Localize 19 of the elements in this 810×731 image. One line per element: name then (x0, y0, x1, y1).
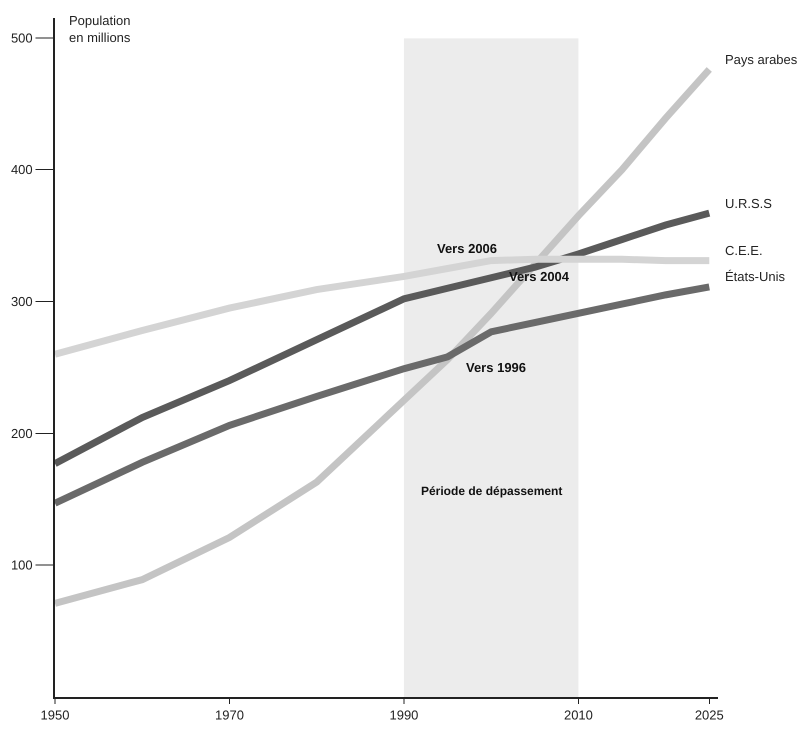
x-tick-label: 1970 (215, 707, 244, 722)
annotation: Vers 2004 (509, 269, 570, 284)
y-axis-title: Population en millions (69, 13, 131, 45)
x-tick-label: 1990 (389, 707, 418, 722)
series-label: États-Unis (725, 269, 786, 284)
band-label: Période de dépassement (421, 484, 562, 498)
y-tick-label: 500 (10, 30, 33, 46)
series-label: U.R.S.S (725, 196, 772, 211)
x-tick-label: 1950 (40, 707, 70, 722)
annotation: Vers 2006 (437, 241, 498, 256)
x-tick-label: 2010 (564, 707, 593, 722)
y-tick-label: 300 (10, 294, 33, 310)
y-tick-label: 200 (10, 426, 33, 441)
x-tick-label: 2025 (694, 707, 724, 722)
annotation: Vers 1996 (466, 360, 526, 375)
y-tick-label: 100 (10, 558, 33, 573)
series-label: C.E.E. (725, 243, 763, 258)
y-tick-label: 400 (10, 162, 33, 178)
series-label: Pays arabes (725, 52, 798, 67)
